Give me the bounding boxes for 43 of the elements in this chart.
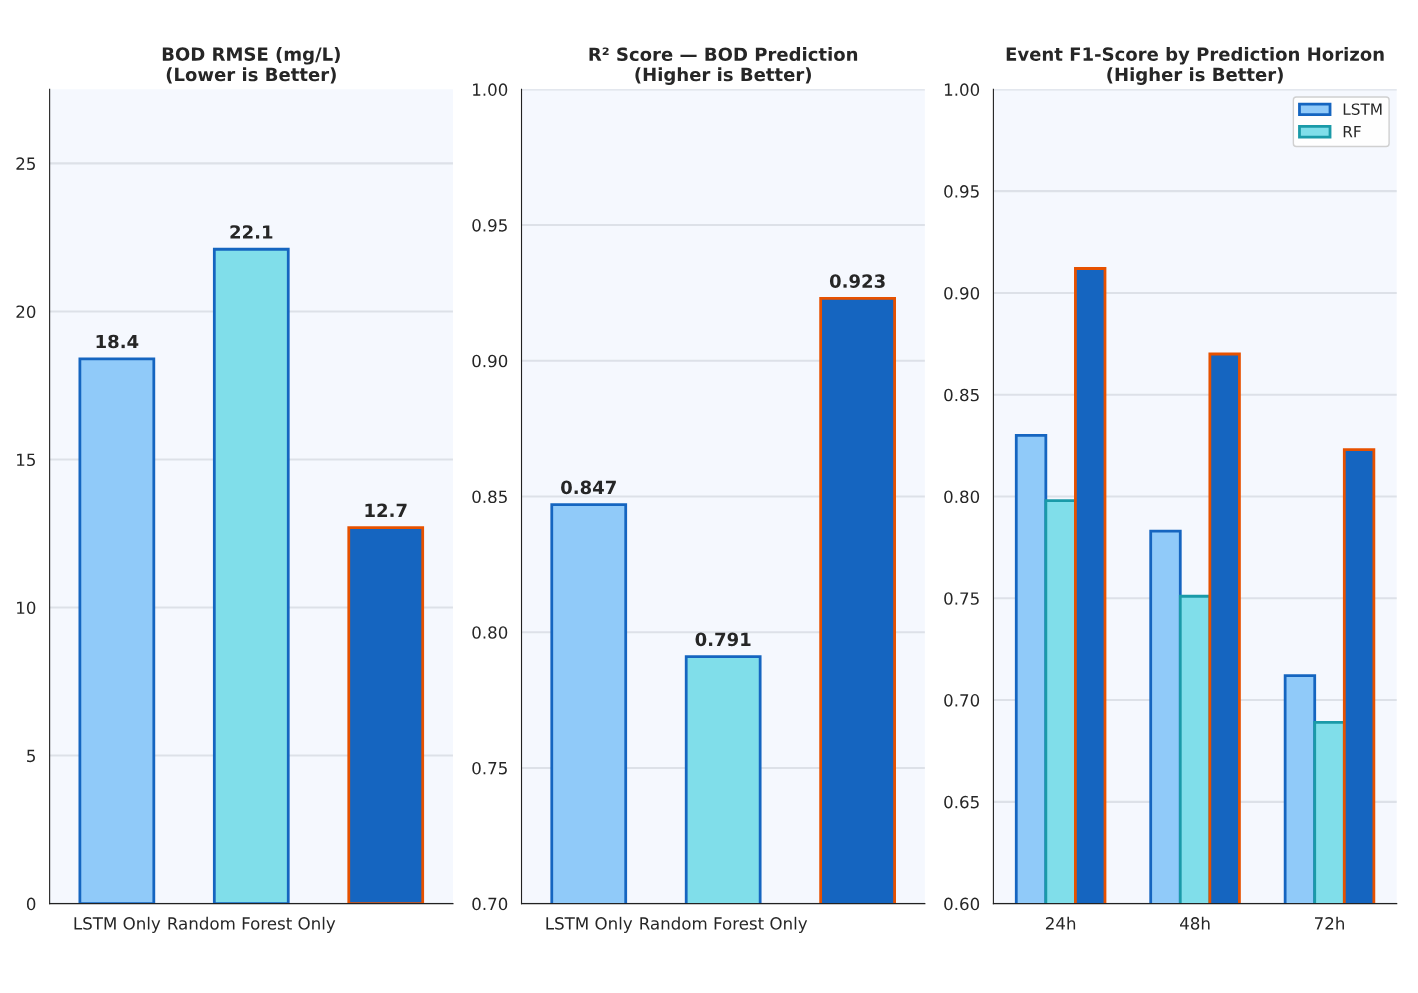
y-tick-label: 0.80 [472, 626, 508, 639]
y-tick-label: 0.75 [944, 592, 979, 605]
y-tick-label: 15 [17, 453, 35, 467]
y-tick-label: 20 [16, 305, 36, 319]
y-tick-label: 1.00 [473, 83, 508, 96]
legend-label: LSTM [1343, 103, 1382, 115]
x-tick-label: 72h [1314, 916, 1344, 930]
y-tick-label: 0.70 [472, 897, 508, 911]
y-tick-label: 0.75 [472, 761, 507, 775]
data-label: 22.1 [230, 225, 273, 239]
data-label: 0.847 [561, 480, 616, 495]
y-tick-label: 0.90 [944, 286, 980, 300]
y-tick-label: 10 [17, 601, 36, 615]
y-tick-label: 0.95 [944, 185, 979, 198]
data-label: 12.7 [365, 503, 407, 517]
y-tick-label: 0.90 [472, 354, 508, 368]
x-tick-label: Random Forest Only [640, 916, 808, 933]
x-tick-label: LSTM Only [546, 916, 633, 933]
y-tick-label: 0.60 [944, 897, 980, 911]
y-tick-label: 0.95 [472, 219, 507, 232]
x-tick-label: 48h [1180, 916, 1210, 930]
bar [78, 357, 156, 904]
y-tick-label: 0.85 [944, 388, 979, 402]
y-tick-label: 25 [16, 157, 35, 170]
data-label: 0.791 [695, 632, 751, 647]
bar [347, 526, 425, 904]
y-tick-label: 1.00 [944, 83, 980, 96]
y-tick-label: 0 [26, 897, 36, 911]
chart-title: BOD RMSE (mg/L) (Lower is Better) [162, 46, 340, 84]
x-tick-label: Random Forest Only [168, 916, 336, 933]
y-tick-label: 5 [27, 749, 35, 763]
y-tick-label: 0.85 [472, 490, 507, 504]
x-tick-label: LSTM Only [74, 916, 161, 933]
x-tick-label: 24h [1045, 916, 1076, 930]
y-tick-label: 0.70 [944, 694, 980, 707]
chart-title: R² Score — BOD Prediction (Higher is Better) [589, 47, 858, 85]
legend-label: RF [1343, 126, 1361, 138]
bar [212, 247, 290, 904]
data-label: 0.923 [829, 274, 885, 288]
data-label: 18.4 [96, 334, 139, 349]
chart-title: Event F1-Score by Prediction Horizon (Higher is Better) [1006, 46, 1384, 85]
y-tick-label: 0.65 [944, 795, 979, 809]
y-tick-label: 0.80 [944, 490, 980, 504]
